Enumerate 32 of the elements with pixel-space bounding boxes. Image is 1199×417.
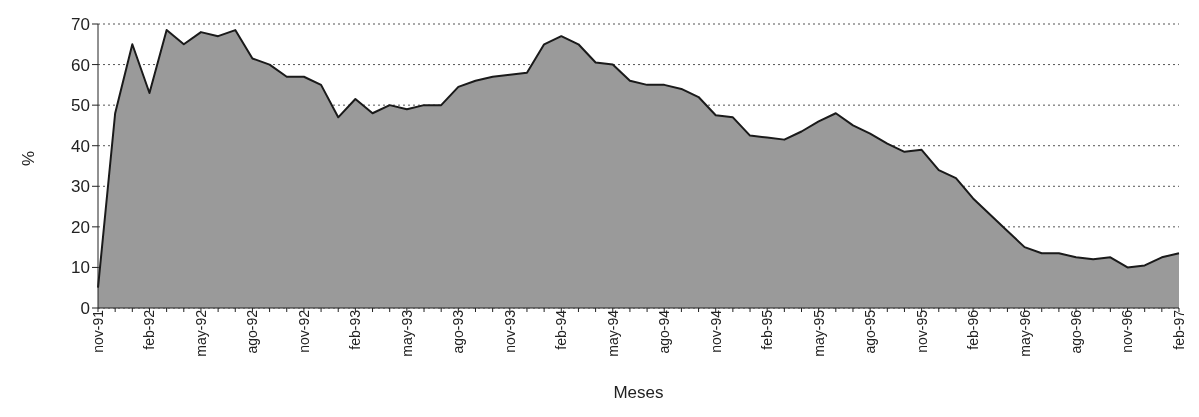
x-tick-label: feb-95 — [759, 309, 776, 350]
y-tick-label: 30 — [71, 177, 90, 197]
x-tick-label: nov-92 — [295, 309, 312, 353]
y-tick-label: 40 — [71, 136, 90, 156]
x-tick-label: nov-95 — [913, 309, 930, 353]
x-tick-label: may-96 — [1016, 309, 1033, 357]
x-axis-title: Meses — [613, 383, 664, 402]
x-tick-label: may-92 — [192, 309, 209, 357]
x-tick-label: feb-94 — [553, 309, 570, 350]
y-tick-label: 0 — [80, 299, 90, 319]
x-tick-label: feb-97 — [1170, 309, 1187, 350]
y-tick-label: 70 — [71, 15, 90, 35]
x-tick-label: nov-93 — [501, 309, 518, 353]
y-tick-label: 50 — [71, 96, 90, 116]
x-tick-label: may-93 — [398, 309, 415, 357]
x-tick-label: ago-94 — [656, 309, 673, 354]
x-tick-label: ago-96 — [1067, 309, 1084, 354]
x-tick-label: ago-93 — [450, 309, 467, 354]
x-tick-label: nov-94 — [707, 309, 724, 353]
y-tick-label: 20 — [71, 217, 90, 237]
x-tick-label: nov-91 — [89, 309, 106, 353]
x-tick-label: ago-92 — [244, 309, 261, 354]
y-axis-title: % — [19, 150, 39, 166]
x-tick-label: nov-96 — [1119, 309, 1136, 353]
y-tick-label: 60 — [71, 55, 90, 75]
x-tick-label: may-95 — [810, 309, 827, 357]
x-tick-label: ago-95 — [862, 309, 879, 354]
x-tick-label: feb-93 — [347, 309, 364, 350]
x-tick-label: may-94 — [604, 309, 621, 357]
y-tick-label: 10 — [71, 258, 90, 278]
x-tick-label: feb-92 — [141, 309, 158, 350]
x-tick-label: feb-96 — [965, 309, 982, 350]
